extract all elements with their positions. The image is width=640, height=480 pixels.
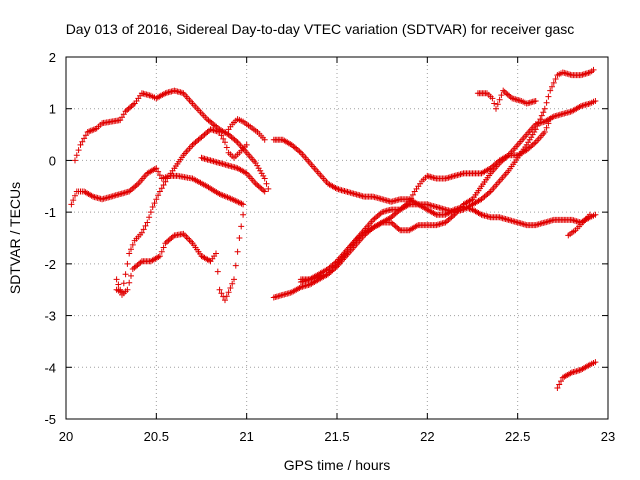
grid-lines xyxy=(66,57,608,419)
y-tick-label: 1 xyxy=(49,102,56,117)
x-tick-label: 21 xyxy=(239,429,253,444)
plus-marker xyxy=(76,147,82,153)
plus-marker xyxy=(238,223,244,229)
y-tick-label: -1 xyxy=(44,205,56,220)
track-7 xyxy=(271,137,599,228)
plus-marker xyxy=(123,271,129,277)
plus-marker xyxy=(215,269,221,275)
track-11 xyxy=(475,88,539,112)
x-tick-label: 20.5 xyxy=(144,429,169,444)
plus-marker xyxy=(542,106,548,112)
plus-marker xyxy=(180,231,186,237)
plus-marker xyxy=(539,113,545,119)
y-tick-label: -5 xyxy=(44,412,56,427)
plus-marker xyxy=(233,263,239,269)
y-tick-label: -3 xyxy=(44,309,56,324)
plus-marker xyxy=(235,249,241,255)
plus-marker xyxy=(264,181,270,187)
chart-title: Day 013 of 2016, Sidereal Day-to-day VTE… xyxy=(66,21,575,37)
track-8 xyxy=(271,98,599,301)
y-tick-label: -2 xyxy=(44,257,56,272)
plus-marker xyxy=(124,261,130,267)
plus-marker xyxy=(128,273,134,279)
plus-marker xyxy=(540,109,546,115)
plus-marker xyxy=(121,280,127,286)
plus-marker xyxy=(545,94,551,100)
x-tick-label: 20 xyxy=(59,429,73,444)
y-tick-label: 2 xyxy=(49,50,56,65)
x-tick-label: 21.5 xyxy=(324,429,349,444)
y-tick-label: -4 xyxy=(44,360,56,375)
x-tick-label: 22.5 xyxy=(505,429,530,444)
data-markers xyxy=(68,67,598,391)
sdtvar-chart: Day 013 of 2016, Sidereal Day-to-day VTE… xyxy=(0,0,640,480)
plus-marker xyxy=(126,280,132,286)
y-axis-label: SDTVAR / TECUs xyxy=(7,182,23,294)
plus-marker xyxy=(146,214,152,220)
track-12 xyxy=(554,359,598,391)
plus-marker xyxy=(188,239,194,245)
plus-marker xyxy=(533,98,539,104)
plus-marker xyxy=(240,212,246,218)
plus-marker xyxy=(544,100,550,106)
x-tick-label: 23 xyxy=(601,429,615,444)
y-tick-label: 0 xyxy=(49,153,56,168)
track-6 xyxy=(114,212,247,303)
plus-marker xyxy=(224,145,230,151)
x-axis-label: GPS time / hours xyxy=(284,457,391,473)
x-tick-label: 22 xyxy=(420,429,434,444)
track-9 xyxy=(298,116,553,282)
track-2 xyxy=(68,165,246,207)
plus-marker xyxy=(236,235,242,241)
